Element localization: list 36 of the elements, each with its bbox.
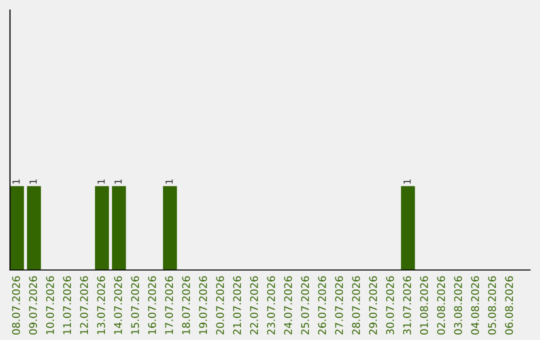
x-tick-label: 20.07.2026	[216, 276, 224, 334]
x-tick-label: 27.07.2026	[335, 276, 343, 334]
x-tick-label: 16.07.2026	[148, 276, 156, 334]
x-tick-label: 23.07.2026	[267, 276, 275, 334]
x-tick-label: 10.07.2026	[46, 276, 54, 334]
x-tick-label: 13.07.2026	[97, 276, 105, 334]
x-tick-label: 22.07.2026	[250, 276, 258, 334]
x-tick-label: 09.07.2026	[29, 276, 37, 335]
x-tick-label: 11.07.2026	[63, 276, 71, 334]
x-tick-label: 26.07.2026	[318, 276, 326, 334]
x-tick-label: 19.07.2026	[199, 276, 207, 334]
x-tick-label: 24.07.2026	[284, 276, 292, 334]
x-tick-label: 17.07.2026	[165, 276, 173, 334]
x-tick-label: 18.07.2026	[182, 276, 190, 334]
x-tick-label: 03.08.2026	[454, 276, 462, 335]
x-tick-label: 02.08.2026	[437, 276, 445, 335]
x-tick-label: 05.08.2026	[488, 276, 496, 335]
data-label: 1	[166, 179, 173, 184]
x-tick-label: 25.07.2026	[301, 276, 309, 334]
data-label: 1	[98, 179, 105, 184]
x-tick-label: 29.07.2026	[369, 276, 377, 334]
x-tick-label: 31.07.2026	[403, 276, 411, 334]
x-tick-label: 21.07.2026	[233, 276, 241, 334]
x-tick-label: 12.07.2026	[80, 276, 88, 334]
x-tick-label: 30.07.2026	[386, 276, 394, 334]
x-tick-label: 01.08.2026	[420, 276, 428, 335]
data-label: 1	[114, 179, 122, 184]
data-label: 1	[30, 179, 37, 184]
x-tick-label: 08.07.2026	[12, 276, 20, 335]
data-label: 1	[12, 179, 20, 184]
x-tick-label: 14.07.2026	[114, 276, 122, 334]
data-label: 1	[404, 179, 411, 184]
x-tick-label: 04.08.2026	[471, 276, 479, 335]
x-tick-label: 06.08.2026	[505, 276, 513, 335]
x-tick-label: 28.07.2026	[352, 276, 360, 334]
x-tick-label: 15.07.2026	[131, 276, 139, 334]
